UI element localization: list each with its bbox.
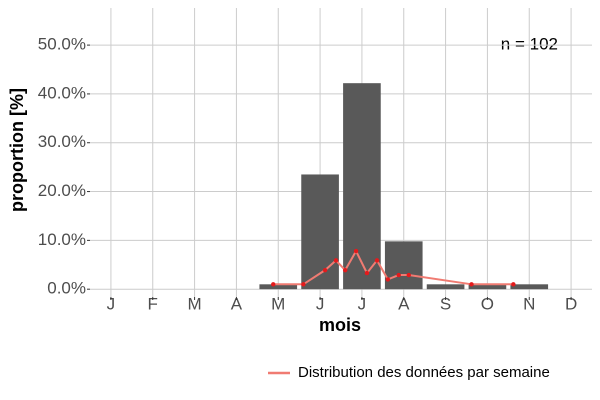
- x-axis-title: mois: [319, 315, 361, 335]
- bar: [343, 83, 381, 290]
- y-tick-label: 10.0%: [38, 230, 86, 249]
- y-tick-label: 0.0%: [47, 279, 86, 298]
- legend-label: Distribution des données par semaine: [298, 364, 550, 381]
- bar: [510, 284, 549, 290]
- x-tick-label: M: [187, 294, 201, 313]
- x-tick-label: N: [523, 294, 535, 313]
- point: [301, 282, 306, 287]
- bar: [301, 174, 339, 290]
- x-tick-label: A: [398, 294, 410, 313]
- point: [342, 267, 348, 273]
- x-tick-label: S: [440, 294, 451, 313]
- y-tick-label: 30.0%: [38, 132, 86, 151]
- point: [322, 267, 328, 273]
- y-tick-label: 40.0%: [38, 83, 86, 102]
- x-tick-label: M: [271, 294, 285, 313]
- point: [385, 277, 391, 282]
- bar: [426, 284, 465, 290]
- point: [333, 258, 339, 263]
- bar: [468, 284, 507, 290]
- y-axis-title: proportion [%]: [7, 88, 27, 212]
- x-tick-label: O: [481, 294, 494, 313]
- y-tick-label: 50.0%: [38, 35, 86, 54]
- point: [364, 270, 370, 276]
- y-tick-label: 20.0%: [38, 181, 86, 200]
- bar: [259, 284, 298, 290]
- x-tick-label: J: [358, 294, 367, 313]
- x-tick-label: D: [565, 294, 577, 313]
- x-tick-label: J: [316, 294, 325, 313]
- bar: [384, 241, 423, 290]
- x-tick-label: A: [231, 294, 243, 313]
- point: [396, 272, 401, 278]
- point: [353, 248, 359, 254]
- marks: [259, 83, 549, 290]
- point: [271, 282, 276, 287]
- point: [406, 272, 411, 278]
- x-tick-label: F: [148, 294, 158, 313]
- point: [374, 258, 380, 263]
- point: [469, 282, 474, 287]
- point: [511, 282, 516, 287]
- x-tick-label: J: [107, 294, 116, 313]
